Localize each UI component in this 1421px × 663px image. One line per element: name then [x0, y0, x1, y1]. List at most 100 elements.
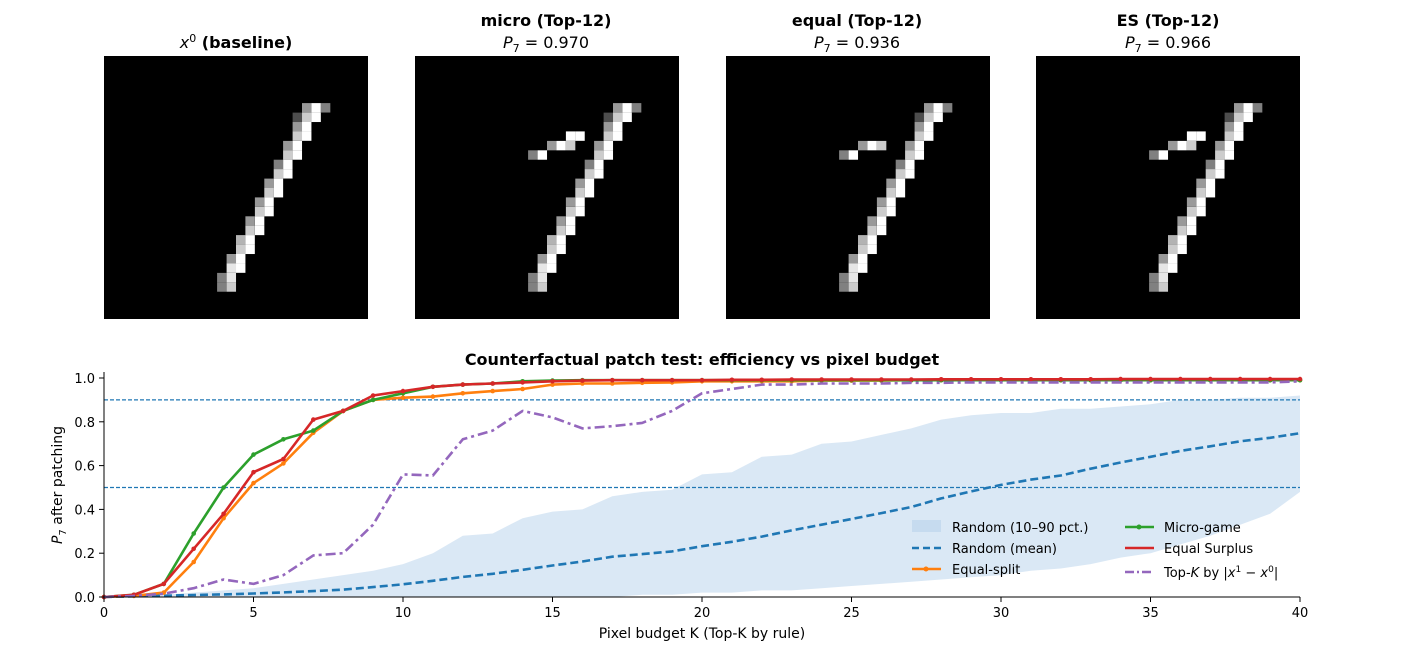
series-point	[370, 393, 376, 398]
digit-pixel	[895, 188, 906, 198]
y-tick-label: 0.0	[74, 591, 95, 606]
series-point	[400, 388, 406, 394]
digit-pixel	[528, 282, 538, 292]
x-axis-label: Pixel budget K (Top-K by rule)	[599, 626, 806, 642]
series-point	[251, 480, 256, 486]
panel-3-subtitle: P7 = 0.936	[814, 33, 900, 55]
digit-pixel	[311, 103, 321, 113]
digit-pixel	[895, 169, 906, 179]
band-random-10-90	[104, 395, 1300, 597]
digit-pixel	[1234, 122, 1244, 132]
digit-pixel	[895, 159, 906, 170]
y-tick-label: 0.8	[74, 416, 95, 431]
digit-pixel	[914, 112, 925, 123]
x-tick-label: 35	[1142, 606, 1159, 621]
digit-pixel	[556, 225, 566, 236]
digit-pixel	[584, 188, 595, 198]
digit-pixel	[264, 178, 274, 189]
digit-pixel	[603, 112, 614, 123]
digit-pixel	[886, 178, 896, 189]
digit-pixel	[848, 254, 859, 264]
digit-pixel	[867, 140, 877, 151]
series-point	[1208, 376, 1213, 382]
x-tick-label: 0	[100, 606, 108, 621]
digit-pixel	[565, 197, 576, 207]
digit-pixel	[292, 140, 303, 151]
digit-pixel	[1224, 122, 1235, 132]
digit-pixel	[245, 244, 255, 255]
x-tick-label: 30	[993, 606, 1010, 621]
digit-pixel	[858, 140, 868, 151]
digit-pixel	[1149, 150, 1159, 160]
legend-swatch-band	[912, 520, 941, 532]
digit-pixel	[867, 216, 877, 226]
digit-pixel	[584, 169, 595, 179]
image-panels: x0 (baseline) micro (Top-12) P7 = 0.970 …	[104, 11, 1300, 319]
digit-pixel	[565, 131, 576, 141]
legend-marker-equal-split	[923, 566, 929, 572]
digit-pixel	[876, 225, 887, 236]
series-point	[759, 377, 765, 383]
digit-pixel	[895, 178, 906, 189]
digit-pixel	[217, 282, 227, 292]
series-point	[789, 377, 794, 382]
digit-pixel	[924, 131, 934, 141]
digit-pixel	[1177, 216, 1187, 226]
digit-pixel	[283, 140, 293, 151]
series-point	[1267, 376, 1273, 382]
digit-pixel	[273, 169, 284, 179]
digit-pixel	[594, 169, 604, 179]
digit-pixel	[273, 178, 284, 189]
digit-pixel	[226, 254, 237, 264]
panel-2-digit	[528, 103, 642, 292]
digit-pixel	[848, 282, 859, 292]
digit-pixel	[622, 103, 632, 113]
digit-pixel	[603, 150, 614, 160]
digit-pixel	[320, 103, 331, 113]
digit-pixel	[1215, 159, 1225, 170]
series-point	[191, 531, 196, 536]
band-layer	[104, 395, 1300, 597]
series-point	[490, 388, 496, 394]
digit-pixel	[1224, 140, 1235, 151]
digit-pixel	[1168, 263, 1178, 273]
series-point	[340, 408, 346, 414]
digit-pixel	[575, 206, 585, 217]
panel-4-digit	[1149, 103, 1263, 292]
digit-pixel	[584, 159, 595, 170]
digit-pixel	[886, 206, 896, 217]
digit-pixel	[933, 103, 943, 113]
digit-pixel	[594, 140, 604, 151]
series-point	[1178, 376, 1183, 382]
digit-pixel	[848, 150, 859, 160]
y-tick-label: 1.0	[74, 372, 95, 387]
digit-pixel	[1177, 244, 1187, 255]
series-point	[281, 461, 286, 466]
digit-pixel	[283, 159, 293, 170]
x-tick-label: 20	[694, 606, 711, 621]
digit-pixel	[858, 254, 868, 264]
y-tick-label: 0.6	[74, 460, 95, 475]
digit-pixel	[556, 235, 566, 245]
series-point	[251, 469, 256, 475]
digit-pixel	[1186, 131, 1197, 141]
series-point	[430, 384, 436, 390]
digit-pixel	[302, 122, 312, 132]
legend-label-micro-game: Micro-game	[1164, 521, 1241, 536]
digit-pixel	[575, 197, 585, 207]
digit-pixel	[914, 122, 925, 132]
digit-pixel	[264, 188, 274, 198]
digit-pixel	[283, 150, 293, 160]
digit-pixel	[1196, 206, 1206, 217]
legend-label-band: Random (10–90 pct.)	[952, 521, 1088, 536]
digit-pixel	[613, 131, 623, 141]
digit-pixel	[905, 169, 915, 179]
digit-pixel	[565, 140, 576, 151]
digit-pixel	[613, 103, 623, 113]
series-point	[729, 377, 735, 383]
digit-pixel	[1168, 254, 1178, 264]
panel-3-digit	[839, 103, 953, 292]
digit-pixel	[273, 188, 284, 198]
digit-pixel	[1205, 178, 1216, 189]
